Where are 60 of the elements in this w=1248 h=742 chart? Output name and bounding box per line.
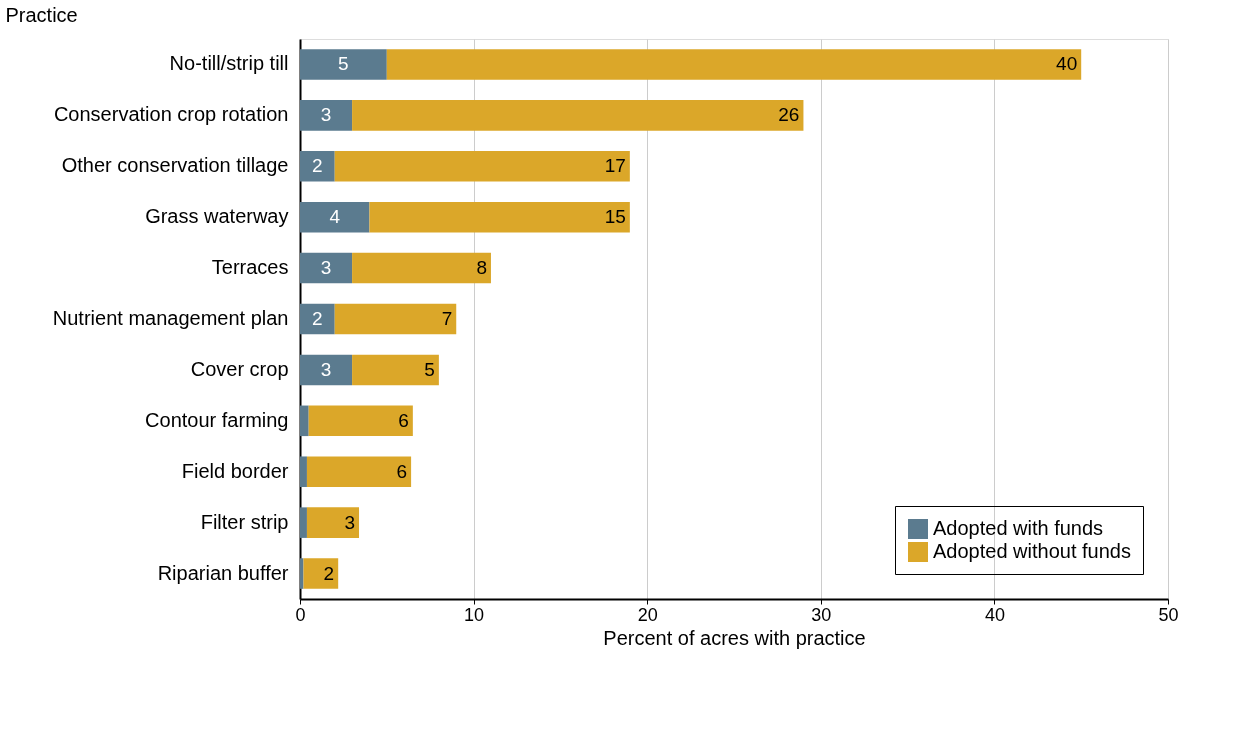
data-label: 6 — [398, 409, 409, 431]
legend-label: Adopted with funds — [933, 517, 1104, 539]
bar — [300, 354, 353, 386]
bar — [300, 252, 353, 284]
x-tick-label: 10 — [464, 604, 485, 625]
bar — [352, 354, 439, 386]
y-tick-label: Grass waterway — [145, 205, 289, 228]
bar — [300, 49, 387, 80]
data-label: 8 — [476, 257, 487, 279]
bar — [352, 252, 491, 284]
y-axis-title: Practice — [5, 3, 78, 26]
y-tick-label: Conservation crop rotation — [53, 103, 289, 126]
bar — [300, 456, 307, 487]
y-tick-label: Contour farming — [145, 408, 289, 431]
data-label: 3 — [320, 358, 332, 380]
y-tick-label: No-till/strip till — [169, 52, 289, 75]
bar — [300, 303, 335, 335]
data-label: 4 — [329, 206, 341, 228]
y-tick-label: Field border — [181, 459, 289, 482]
x-tick-label: 50 — [1158, 604, 1179, 625]
y-tick-label: Other conservation tillage — [61, 154, 289, 177]
bar — [334, 303, 457, 335]
data-label: 26 — [778, 104, 800, 126]
data-label: 40 — [1056, 53, 1078, 75]
y-tick-label: Terraces — [211, 256, 289, 279]
y-tick-label: Riparian buffer — [157, 561, 289, 584]
data-label: 2 — [323, 562, 335, 584]
bar — [300, 201, 370, 233]
data-label: 15 — [604, 206, 626, 228]
data-label: 5 — [424, 358, 435, 380]
x-tick-label: 0 — [295, 604, 306, 625]
x-tick-label: 40 — [984, 604, 1005, 625]
data-label: 7 — [441, 308, 453, 329]
bar — [334, 151, 630, 182]
data-label: 3 — [320, 104, 332, 126]
data-label: 3 — [344, 511, 356, 533]
bar — [306, 456, 412, 487]
x-tick-label: 30 — [811, 604, 832, 625]
data-label: 17 — [604, 155, 626, 177]
data-label: 2 — [312, 308, 323, 329]
bar — [369, 201, 630, 233]
data-label: 5 — [338, 53, 349, 75]
bar — [300, 151, 335, 182]
bar — [300, 507, 307, 538]
y-tick-label: Filter strip — [200, 510, 289, 533]
y-tick-label: Nutrient management plan — [52, 307, 289, 329]
bar — [386, 49, 1082, 80]
bar — [352, 100, 804, 131]
legend-label: Adopted without funds — [933, 540, 1131, 562]
bar — [300, 100, 353, 131]
data-label: 2 — [312, 155, 323, 177]
bar — [300, 405, 309, 437]
x-tick-label: 20 — [637, 604, 658, 625]
y-tick-label: Cover crop — [190, 357, 289, 380]
data-label: 3 — [320, 257, 332, 279]
bar — [303, 558, 339, 589]
bar — [308, 405, 413, 437]
data-label: 6 — [396, 460, 408, 482]
x-axis-title: Percent of acres with practice — [603, 626, 866, 649]
bar — [306, 507, 360, 538]
